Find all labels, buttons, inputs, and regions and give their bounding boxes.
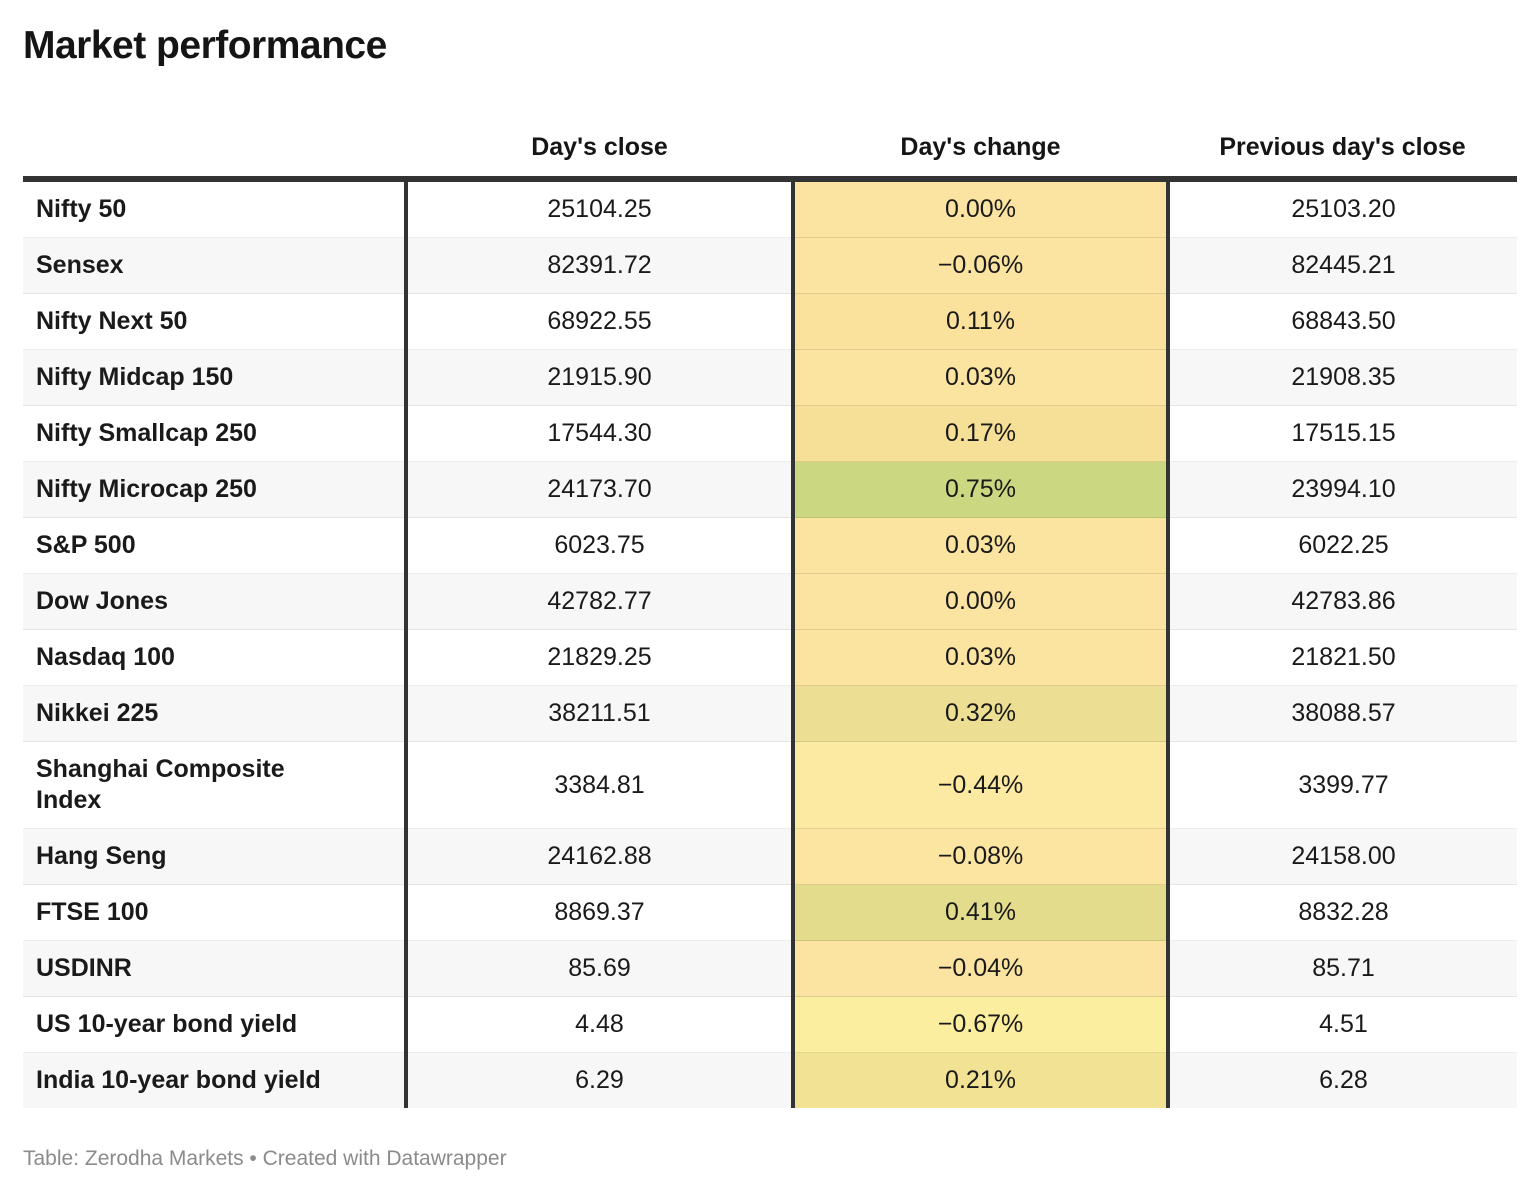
cell-days-change: 0.00% (791, 179, 1170, 238)
cell-previous-days-close: 23994.10 (1168, 461, 1517, 518)
cell-days-change: 0.00% (791, 573, 1170, 630)
table-row: Dow Jones 42782.77 0.00% 42783.86 (23, 573, 1517, 630)
cell-days-close: 85.69 (406, 940, 793, 997)
column-header-days-change: Day's change (793, 112, 1168, 182)
table-source-footer: Table: Zerodha Markets • Created with Da… (23, 1147, 507, 1170)
cell-days-change: −0.06% (791, 237, 1170, 294)
cell-previous-days-close: 24158.00 (1168, 828, 1517, 885)
cell-previous-days-close: 6.28 (1168, 1052, 1517, 1108)
cell-days-close: 24173.70 (406, 461, 793, 518)
cell-previous-days-close: 17515.15 (1168, 405, 1517, 462)
row-label: USDINR (23, 940, 408, 997)
cell-days-change: −0.67% (791, 996, 1170, 1053)
row-label: Nifty Smallcap 250 (23, 405, 408, 462)
cell-days-change: 0.41% (791, 884, 1170, 941)
cell-previous-days-close: 21908.35 (1168, 349, 1517, 406)
cell-days-change: 0.75% (791, 461, 1170, 518)
row-label: US 10-year bond yield (23, 996, 408, 1053)
cell-days-close: 68922.55 (406, 293, 793, 350)
row-label: S&P 500 (23, 517, 408, 574)
row-label: Dow Jones (23, 573, 408, 630)
cell-previous-days-close: 42783.86 (1168, 573, 1517, 630)
cell-previous-days-close: 21821.50 (1168, 629, 1517, 686)
cell-days-change: 0.03% (791, 349, 1170, 406)
cell-previous-days-close: 68843.50 (1168, 293, 1517, 350)
row-label: India 10-year bond yield (23, 1052, 408, 1108)
cell-previous-days-close: 85.71 (1168, 940, 1517, 997)
cell-days-close: 24162.88 (406, 828, 793, 885)
cell-days-close: 21915.90 (406, 349, 793, 406)
cell-days-close: 3384.81 (406, 741, 793, 829)
row-label: Shanghai Composite Index (23, 741, 408, 829)
cell-days-close: 17544.30 (406, 405, 793, 462)
cell-days-close: 21829.25 (406, 629, 793, 686)
cell-days-change: 0.11% (791, 293, 1170, 350)
row-label: Sensex (23, 237, 408, 294)
header-row: Day's close Day's change Previous day's … (23, 112, 1517, 182)
cell-previous-days-close: 4.51 (1168, 996, 1517, 1053)
cell-days-change: 0.21% (791, 1052, 1170, 1108)
table-row: Shanghai Composite Index 3384.81 −0.44% 339… (23, 741, 1517, 829)
table-row: Nifty Smallcap 250 17544.30 0.17% 17515.15 (23, 405, 1517, 462)
page-title: Market performance (23, 24, 387, 67)
cell-previous-days-close: 25103.20 (1291, 195, 1396, 223)
table-row: Nifty Next 50 68922.55 0.11% 68843.50 (23, 293, 1517, 350)
row-label: Nifty Microcap 250 (23, 461, 408, 518)
cell-days-close: 6.29 (406, 1052, 793, 1108)
table-row: Nifty Microcap 250 24173.70 0.75% 23994.10 (23, 461, 1517, 518)
cell-days-change: 0.17% (791, 405, 1170, 462)
cell-previous-days-close: 3399.77 (1168, 741, 1517, 829)
cell-days-close: 8869.37 (406, 884, 793, 941)
table-row: FTSE 100 8869.37 0.41% 8832.28 (23, 884, 1517, 941)
table-row: S&P 500 6023.75 0.03% 6022.25 (23, 517, 1517, 574)
cell-days-close: 6023.75 (406, 517, 793, 574)
row-label: Nikkei 225 (23, 685, 408, 742)
cell-previous-days-close: 6022.25 (1168, 517, 1517, 574)
column-header-days-close: Day's close (406, 112, 793, 182)
table-body: Nifty 50 25104.25 0.00% 25103.20 Sensex 82391… (23, 179, 1517, 1108)
cell-previous-days-close: 8832.28 (1168, 884, 1517, 941)
column-header-previous-days-close: Previous day's close (1168, 112, 1517, 182)
table-row: Sensex 82391.72 −0.06% 82445.21 (23, 237, 1517, 294)
table-row: Hang Seng 24162.88 −0.08% 24158.00 (23, 828, 1517, 885)
row-label: Nifty 50 (23, 179, 408, 238)
table-row: USDINR 85.69 −0.04% 85.71 (23, 940, 1517, 997)
cell-previous-days-close: 38088.57 (1168, 685, 1517, 742)
row-label: Nasdaq 100 (23, 629, 408, 686)
table-row: Nasdaq 100 21829.25 0.03% 21821.50 (23, 629, 1517, 686)
cell-days-close: 25104.25 (547, 195, 652, 223)
table-row: Nifty 50 25104.25 0.00% 25103.20 (23, 179, 1517, 238)
cell-days-change: −0.04% (791, 940, 1170, 997)
cell-previous-days-close: 82445.21 (1168, 237, 1517, 294)
row-label: Hang Seng (23, 828, 408, 885)
cell-days-change: 0.32% (791, 685, 1170, 742)
cell-days-change: 0.03% (791, 629, 1170, 686)
table-row: Nifty Midcap 150 21915.90 0.03% 21908.35 (23, 349, 1517, 406)
cell-days-close: 82391.72 (406, 237, 793, 294)
cell-days-change: 0.03% (791, 517, 1170, 574)
row-label: Nifty Next 50 (23, 293, 408, 350)
cell-days-close: 4.48 (406, 996, 793, 1053)
table-row: Nikkei 225 38211.51 0.32% 38088.57 (23, 685, 1517, 742)
table-row: India 10-year bond yield 6.29 0.21% 6.28 (23, 1052, 1517, 1108)
row-label: FTSE 100 (23, 884, 408, 941)
column-header-index (23, 112, 406, 182)
cell-days-change: −0.08% (791, 828, 1170, 885)
cell-days-change: −0.44% (791, 741, 1170, 829)
cell-days-close: 38211.51 (406, 685, 793, 742)
market-performance-table-page: Market performance Day's close Day's cha… (0, 22, 1540, 1186)
table-row: US 10-year bond yield 4.48 −0.67% 4.51 (23, 996, 1517, 1053)
row-label: Nifty Midcap 150 (23, 349, 408, 406)
market-performance-table: Day's close Day's change Previous day's … (23, 112, 1517, 1108)
cell-days-close: 42782.77 (406, 573, 793, 630)
